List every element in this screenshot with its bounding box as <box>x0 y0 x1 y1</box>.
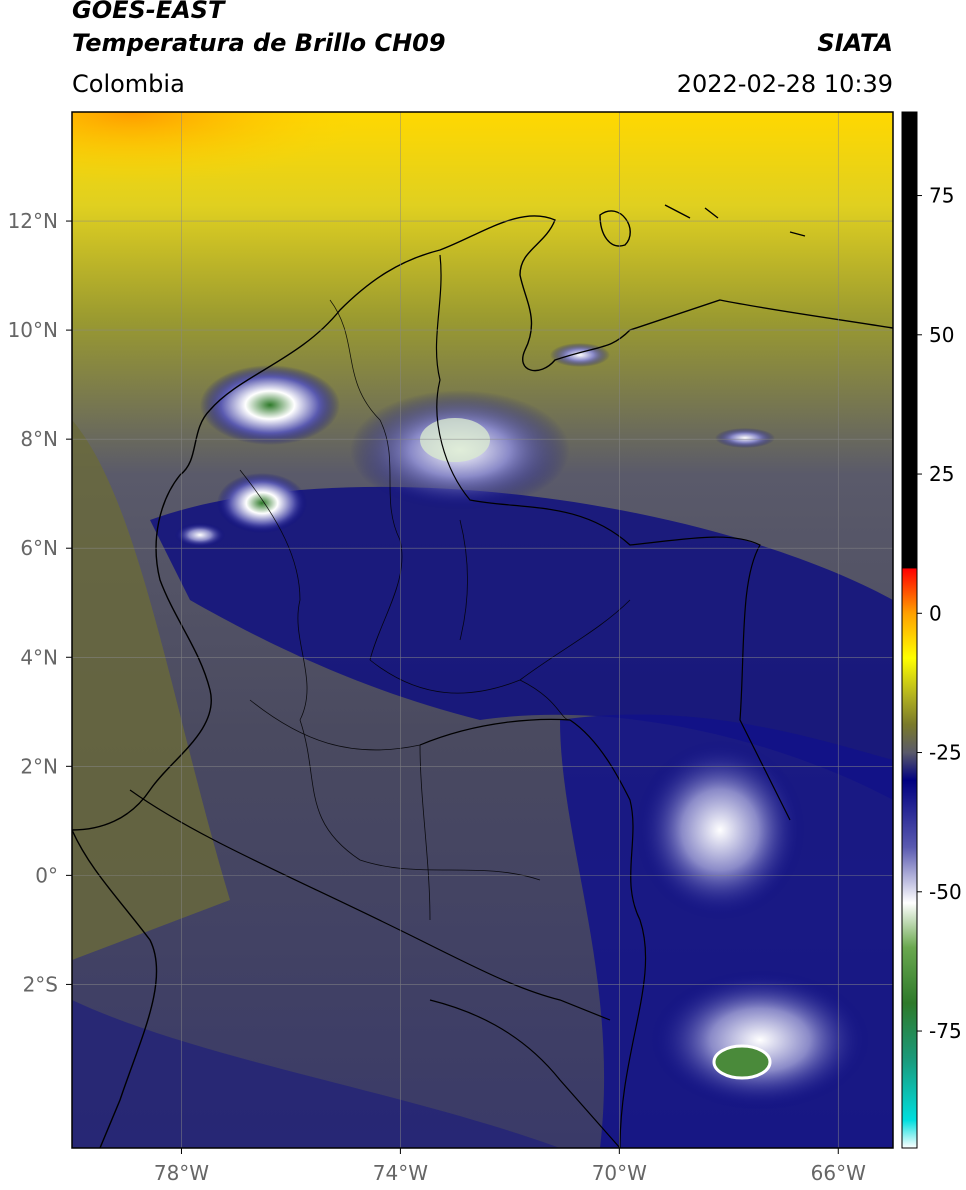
lat-tick-label: 2°N <box>20 754 58 778</box>
lat-tick-label: 2°S <box>23 972 58 996</box>
colorbar-frame <box>901 111 918 1149</box>
lon-tick-label: 66°W <box>811 1161 866 1185</box>
colorbar-gradient <box>902 112 917 1148</box>
datetime-label: 2022-02-28 10:39 <box>676 70 893 98</box>
graticule <box>72 112 893 1148</box>
lat-tick-label: 4°N <box>20 645 58 669</box>
lat-tick-label: 10°N <box>8 318 58 342</box>
longitude-ticks: 78°W 74°W 70°W 66°W <box>154 1148 866 1185</box>
country-borders <box>129 254 791 1148</box>
lat-tick-label: 6°N <box>20 536 58 560</box>
satellite-title: GOES-EAST <box>72 0 225 24</box>
imagery-field <box>72 112 893 1148</box>
colorbar-tick-label: -25 <box>929 741 962 765</box>
colorbar-tick-label: 0 <box>929 601 942 625</box>
lat-tick-label: 12°N <box>8 209 58 233</box>
lat-tick-label: 0° <box>35 863 58 887</box>
colorbar: 75 50 25 0 -25 -50 -75 <box>901 111 962 1149</box>
lon-tick-label: 78°W <box>154 1161 209 1185</box>
colorbar-tick-label: -50 <box>929 880 962 904</box>
colorbar-tick-label: 75 <box>929 184 954 208</box>
lon-tick-label: 70°W <box>592 1161 647 1185</box>
lat-tick-label: 8°N <box>20 427 58 451</box>
map-frame <box>71 111 894 1149</box>
region-label: Colombia <box>72 70 185 98</box>
product-title: Temperatura de Brillo CH09 <box>72 29 446 57</box>
lon-tick-label: 74°W <box>373 1161 428 1185</box>
department-borders <box>239 299 631 921</box>
colorbar-tick-label: -75 <box>929 1019 962 1043</box>
coastlines <box>72 204 893 1148</box>
colorbar-tick-label: 50 <box>929 323 954 347</box>
latitude-ticks: 12°N 10°N 8°N 6°N 4°N 2°N 0° 2°S <box>8 209 72 996</box>
source-label: SIATA <box>817 29 893 57</box>
colorbar-tick-label: 25 <box>929 462 954 486</box>
